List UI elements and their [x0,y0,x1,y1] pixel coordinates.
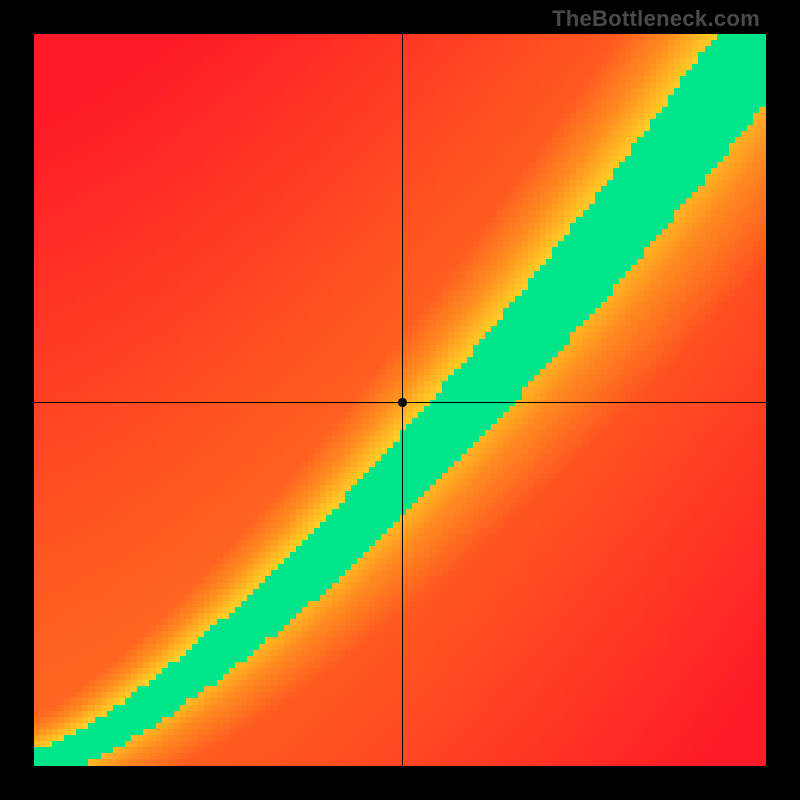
watermark-text: TheBottleneck.com [552,6,760,32]
heatmap-canvas [34,34,766,766]
heatmap-chart [34,34,766,766]
